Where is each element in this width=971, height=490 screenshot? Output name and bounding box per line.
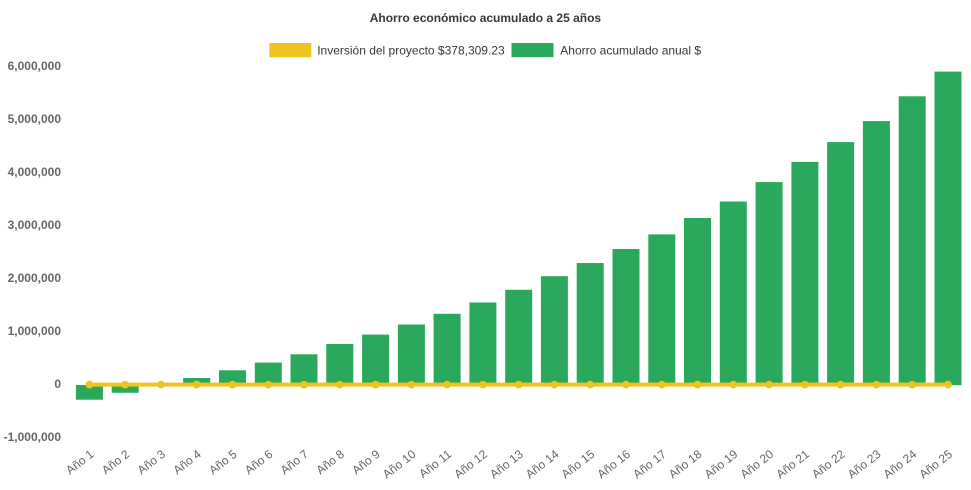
svg-text:Ahorro económico acumulado a 2: Ahorro económico acumulado a 25 años: [370, 11, 602, 25]
svg-text:3,000,000: 3,000,000: [8, 218, 62, 232]
svg-text:2,000,000: 2,000,000: [8, 271, 62, 285]
svg-text:1,000,000: 1,000,000: [8, 324, 62, 338]
svg-text:6,000,000: 6,000,000: [8, 59, 62, 73]
svg-text:-1,000,000: -1,000,000: [4, 430, 62, 444]
svg-text:4,000,000: 4,000,000: [8, 165, 62, 179]
svg-text:Inversión del proyecto $378,30: Inversión del proyecto $378,309.23: [317, 44, 505, 58]
svg-text:0: 0: [54, 377, 61, 391]
svg-text:5,000,000: 5,000,000: [8, 112, 62, 126]
svg-text:Ahorro acumulado anual $: Ahorro acumulado anual $: [560, 44, 701, 58]
